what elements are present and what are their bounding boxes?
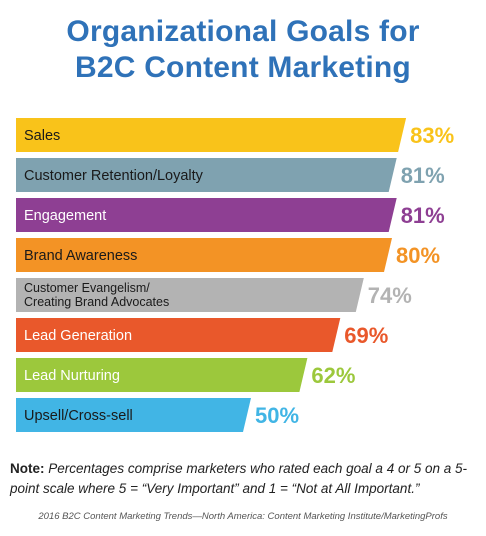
bar-label-4-0: Customer Evangelism/ (24, 281, 150, 295)
bar-label-3-0: Brand Awareness (24, 248, 137, 264)
bar-label-7-0: Upsell/Cross-sell (24, 408, 133, 424)
bar-label-2-0: Engagement (24, 208, 106, 224)
bar-label-4-1: Creating Brand Advocates (24, 295, 169, 309)
chart-note: Note: Percentages comprise marketers who… (10, 459, 480, 499)
bar-label-6-0: Lead Nurturing (24, 368, 120, 384)
bar-6 (16, 358, 308, 392)
chart-title-line-2: B2C Content Marketing (75, 51, 411, 84)
value-label-7: 50% (255, 403, 299, 428)
value-label-5: 69% (344, 323, 388, 348)
chart-title-line-1: Organizational Goals for (66, 15, 420, 48)
bar-4 (16, 278, 364, 312)
value-label-6: 62% (311, 363, 355, 388)
bar-1 (16, 158, 397, 192)
bar-7 (16, 398, 251, 432)
bar-2 (16, 198, 397, 232)
bar-0 (16, 118, 407, 152)
note-heading: Note: (10, 461, 45, 476)
bar-label-0-0: Sales (24, 128, 60, 144)
value-label-3: 80% (396, 243, 440, 268)
bar-label-5-0: Lead Generation (24, 328, 132, 344)
bar-5 (16, 318, 341, 352)
note-body: Percentages comprise marketers who rated… (10, 461, 467, 496)
value-label-1: 81% (401, 163, 445, 188)
bar-3 (16, 238, 392, 272)
value-label-4: 74% (368, 283, 412, 308)
bar-label-1-0: Customer Retention/Loyalty (24, 168, 204, 184)
value-label-2: 81% (401, 203, 445, 228)
value-label-0: 83% (410, 123, 454, 148)
chart-title: Organizational Goals for B2C Content Mar… (0, 14, 486, 86)
chart-source: 2016 B2C Content Marketing Trends—North … (38, 511, 448, 522)
